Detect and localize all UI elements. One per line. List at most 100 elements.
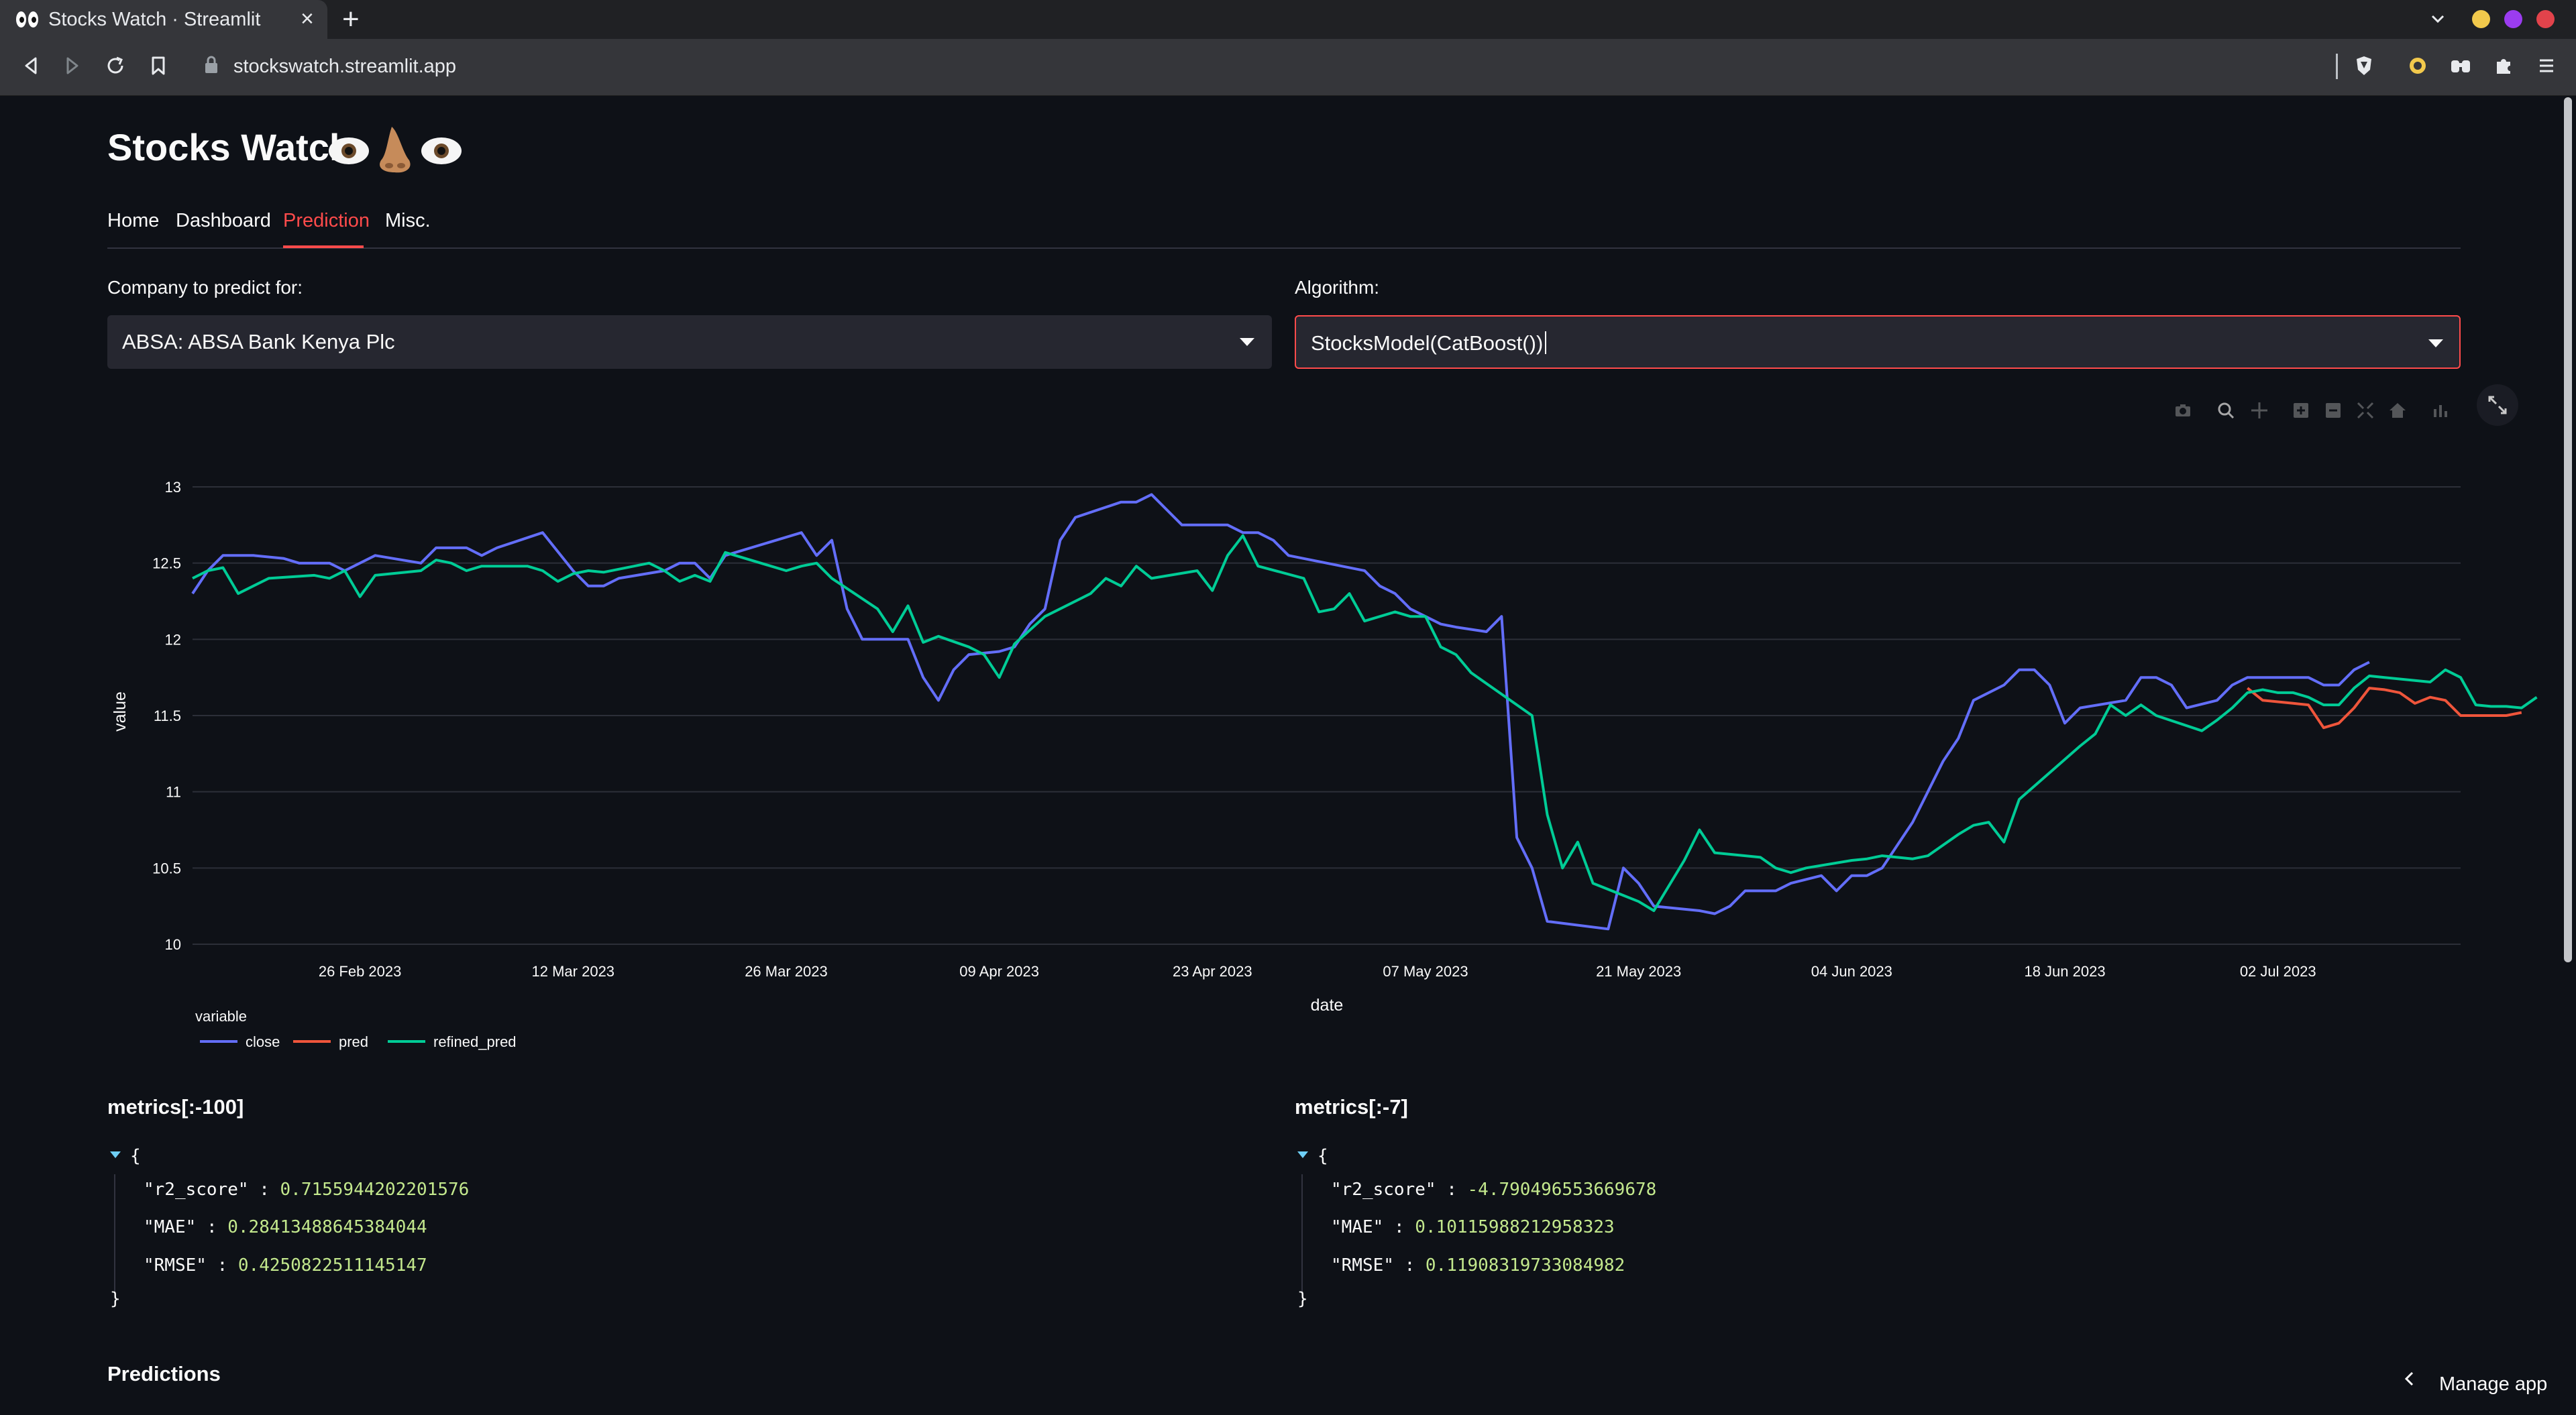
company-label: Company to predict for: — [107, 277, 303, 298]
metrics-right-title: metrics[:-7] — [1295, 1095, 1408, 1119]
x-tick-label: 26 Mar 2023 — [745, 963, 828, 980]
new-tab-button[interactable]: + — [342, 3, 360, 36]
tab-home[interactable]: Home — [107, 210, 160, 231]
chart-gridlines — [193, 486, 2461, 945]
json-value: 0.28413488645384044 — [227, 1217, 427, 1237]
json-value: 0.7155944202201576 — [280, 1180, 470, 1200]
page-title: Stocks Watch — [107, 126, 353, 168]
fullscreen-button[interactable] — [2477, 384, 2518, 426]
json-row-r2-score: "r2_score" : -4.790496553669678 — [1331, 1180, 1656, 1200]
chart-series — [191, 493, 2538, 931]
address-bar[interactable]: stockswatch.streamlit.app — [233, 56, 457, 77]
company-select[interactable]: ABSA: ABSA Bank Kenya Plc — [107, 315, 1272, 369]
y-axis-ticks: 10 10.5 11 11.5 12 12.5 13 — [152, 479, 181, 953]
binoculars-icon[interactable] — [2447, 52, 2474, 79]
y-tick-label: 10.5 — [152, 860, 181, 876]
window-minimize-button[interactable] — [2472, 10, 2490, 28]
expand-icon — [2488, 396, 2507, 414]
tab-misc[interactable]: Misc. — [385, 210, 431, 231]
legend-title: variable — [195, 1008, 247, 1025]
json-close-brace: } — [110, 1289, 121, 1309]
x-tick-label: 07 May 2023 — [1383, 963, 1468, 980]
bookmark-icon[interactable] — [145, 52, 172, 79]
tab-title: Stocks Watch · Streamlit — [48, 9, 261, 30]
collapse-caret-icon[interactable] — [110, 1151, 121, 1158]
json-sep: : — [1393, 1217, 1405, 1237]
window-maximize-button[interactable] — [2504, 10, 2522, 28]
zoom-in-icon[interactable] — [2292, 401, 2310, 420]
eye-emoji-icon — [329, 137, 369, 164]
series-line-refined_pred[interactable] — [192, 534, 2538, 912]
zoom-icon[interactable] — [2216, 401, 2235, 420]
predictions-heading: Predictions — [107, 1362, 221, 1385]
y-tick-label: 12.5 — [152, 555, 181, 572]
legend-label-pred[interactable]: pred — [339, 1033, 368, 1050]
streamlit-app: Stocks Watch Home Dashboard Prediction M… — [0, 96, 2576, 1415]
legend-label-close[interactable]: close — [246, 1033, 280, 1050]
eye-emoji-icon — [421, 137, 462, 164]
json-key: "r2_score" — [1331, 1180, 1436, 1200]
bar-chart-icon[interactable] — [2431, 401, 2450, 420]
y-tick-label: 11.5 — [154, 708, 181, 724]
x-tick-label: 04 Jun 2023 — [1811, 963, 1892, 980]
collapse-caret-icon[interactable] — [1297, 1151, 1308, 1158]
x-axis-title: date — [1311, 996, 1344, 1015]
line-chart[interactable]: 10 10.5 11 11.5 12 12.5 13 26 Feb 2023 12 Mar 2… — [0, 96, 2576, 1088]
json-key: "MAE" — [144, 1217, 197, 1237]
json-value: 0.11908319733084982 — [1425, 1255, 1625, 1276]
series-line-close[interactable] — [191, 493, 2370, 931]
forward-icon[interactable] — [59, 52, 86, 79]
browser-menu-icon[interactable] — [2533, 52, 2560, 79]
json-value: -4.790496553669678 — [1467, 1180, 1657, 1200]
reload-icon[interactable] — [102, 52, 129, 79]
company-select-value: ABSA: ABSA Bank Kenya Plc — [122, 330, 395, 353]
autoscale-icon[interactable] — [2356, 401, 2375, 420]
json-value: 0.10115988212958323 — [1415, 1217, 1615, 1237]
pan-icon[interactable] — [2250, 401, 2269, 420]
chevron-down-icon — [2428, 339, 2443, 347]
tab-close-icon[interactable]: × — [301, 6, 314, 32]
camera-icon[interactable] — [2174, 401, 2192, 420]
json-row-mae: "MAE" : 0.28413488645384044 — [144, 1217, 427, 1237]
y-tick-label: 12 — [165, 631, 181, 648]
text-cursor — [1545, 331, 1547, 354]
browser-tab[interactable]: Stocks Watch · Streamlit × — [0, 0, 327, 39]
y-tick-label: 10 — [165, 936, 181, 953]
nose-emoji-icon — [380, 127, 411, 173]
browser-tab-bar: Stocks Watch · Streamlit × + — [0, 0, 2576, 39]
y-axis-title: value — [111, 691, 129, 732]
brave-shield-icon[interactable] — [2351, 52, 2377, 79]
zoom-out-icon[interactable] — [2324, 401, 2343, 420]
json-indent-guide — [1301, 1174, 1303, 1292]
algorithm-select[interactable]: StocksModel(CatBoost()) — [1295, 315, 2461, 369]
legend-label-refined_pred[interactable]: refined_pred — [433, 1033, 517, 1050]
x-tick-label: 21 May 2023 — [1596, 963, 1681, 980]
reset-axes-icon[interactable] — [2388, 401, 2407, 420]
x-axis-ticks: 26 Feb 2023 12 Mar 2023 26 Mar 2023 09 Apr … — [319, 963, 2316, 980]
active-tab-indicator — [283, 245, 364, 248]
lock-icon — [205, 56, 217, 73]
tabs-divider — [107, 247, 2461, 249]
json-row-rmse: "RMSE" : 0.11908319733084982 — [1331, 1255, 1625, 1276]
window-close-button[interactable] — [2536, 10, 2555, 28]
page-scrollbar[interactable] — [2564, 97, 2572, 962]
back-icon[interactable] — [17, 52, 44, 79]
json-sep: : — [206, 1217, 217, 1237]
tab-prediction[interactable]: Prediction — [283, 210, 370, 231]
chart-legend[interactable]: close pred refined_pred — [200, 1033, 517, 1050]
manage-app-button[interactable]: Manage app — [2439, 1373, 2548, 1395]
json-indent-guide — [114, 1174, 115, 1292]
json-open-brace: { — [1318, 1146, 1328, 1166]
series-line-pred[interactable] — [2247, 687, 2522, 730]
chevron-left-icon[interactable] — [2402, 1370, 2418, 1388]
rewards-icon[interactable] — [2404, 52, 2431, 79]
tab-dashboard[interactable]: Dashboard — [176, 210, 271, 231]
json-sep: : — [1404, 1255, 1415, 1276]
algorithm-label: Algorithm: — [1295, 277, 1380, 298]
x-tick-label: 18 Jun 2023 — [2024, 963, 2105, 980]
extensions-puzzle-icon[interactable] — [2490, 52, 2517, 79]
json-key: "RMSE" — [1331, 1255, 1394, 1276]
tab-list-chevron-icon[interactable] — [2428, 9, 2447, 28]
json-sep: : — [259, 1180, 270, 1200]
algorithm-select-text: StocksModel(CatBoost()) — [1311, 331, 1544, 355]
